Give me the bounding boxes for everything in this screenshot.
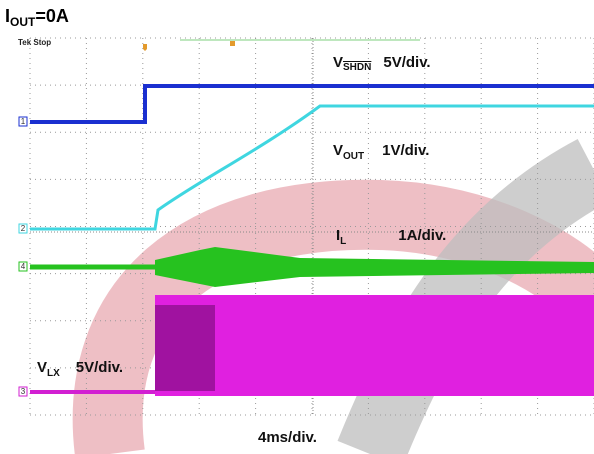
channel-label: VOUT 1V/div. <box>333 142 429 162</box>
subscript: L <box>340 236 346 247</box>
channel-box <box>18 116 28 127</box>
channel-marker: 3 <box>21 387 26 396</box>
channel-box <box>18 386 28 397</box>
title: IOUT=0A <box>5 6 69 29</box>
channel-box <box>18 223 28 234</box>
channel-box <box>18 261 28 272</box>
symbol: V <box>37 359 47 376</box>
channel-label: VLX 5V/div. <box>37 359 123 379</box>
channel-marker: 4 <box>21 262 26 271</box>
trace-il <box>155 247 594 287</box>
symbol: V <box>333 142 343 159</box>
scale: 1A/div. <box>398 227 446 244</box>
trigger-marker <box>143 44 147 51</box>
channel-label: IL 1A/div. <box>336 227 446 247</box>
scale: 5V/div. <box>383 54 430 71</box>
scope-status: Tek Stop <box>18 38 51 47</box>
position-marker <box>230 41 235 46</box>
channel-marker: 1 <box>21 117 26 126</box>
trace-shdn <box>30 84 594 124</box>
scale: 5V/div. <box>76 359 123 376</box>
timebase: 4ms/div. <box>258 429 317 446</box>
subscript: LX <box>47 368 60 379</box>
subscript: OUT <box>343 151 364 162</box>
symbol: I <box>336 227 340 244</box>
trace-lx-startup <box>155 305 215 391</box>
symbol: V <box>333 54 343 71</box>
trace-lx <box>155 295 594 396</box>
subscript: SHDN <box>343 62 371 73</box>
scale: 1V/div. <box>382 142 429 159</box>
title-symbol: I <box>5 6 10 26</box>
channel-markers: 1 2 4 3 <box>18 116 28 397</box>
watermark <box>72 139 594 454</box>
title-subscript: OUT <box>10 15 36 29</box>
trace-vout <box>30 104 594 231</box>
channel-marker: 2 <box>21 224 26 233</box>
channel-label: VSHDN 5V/div. <box>333 54 431 73</box>
title-rest: =0A <box>35 6 69 26</box>
